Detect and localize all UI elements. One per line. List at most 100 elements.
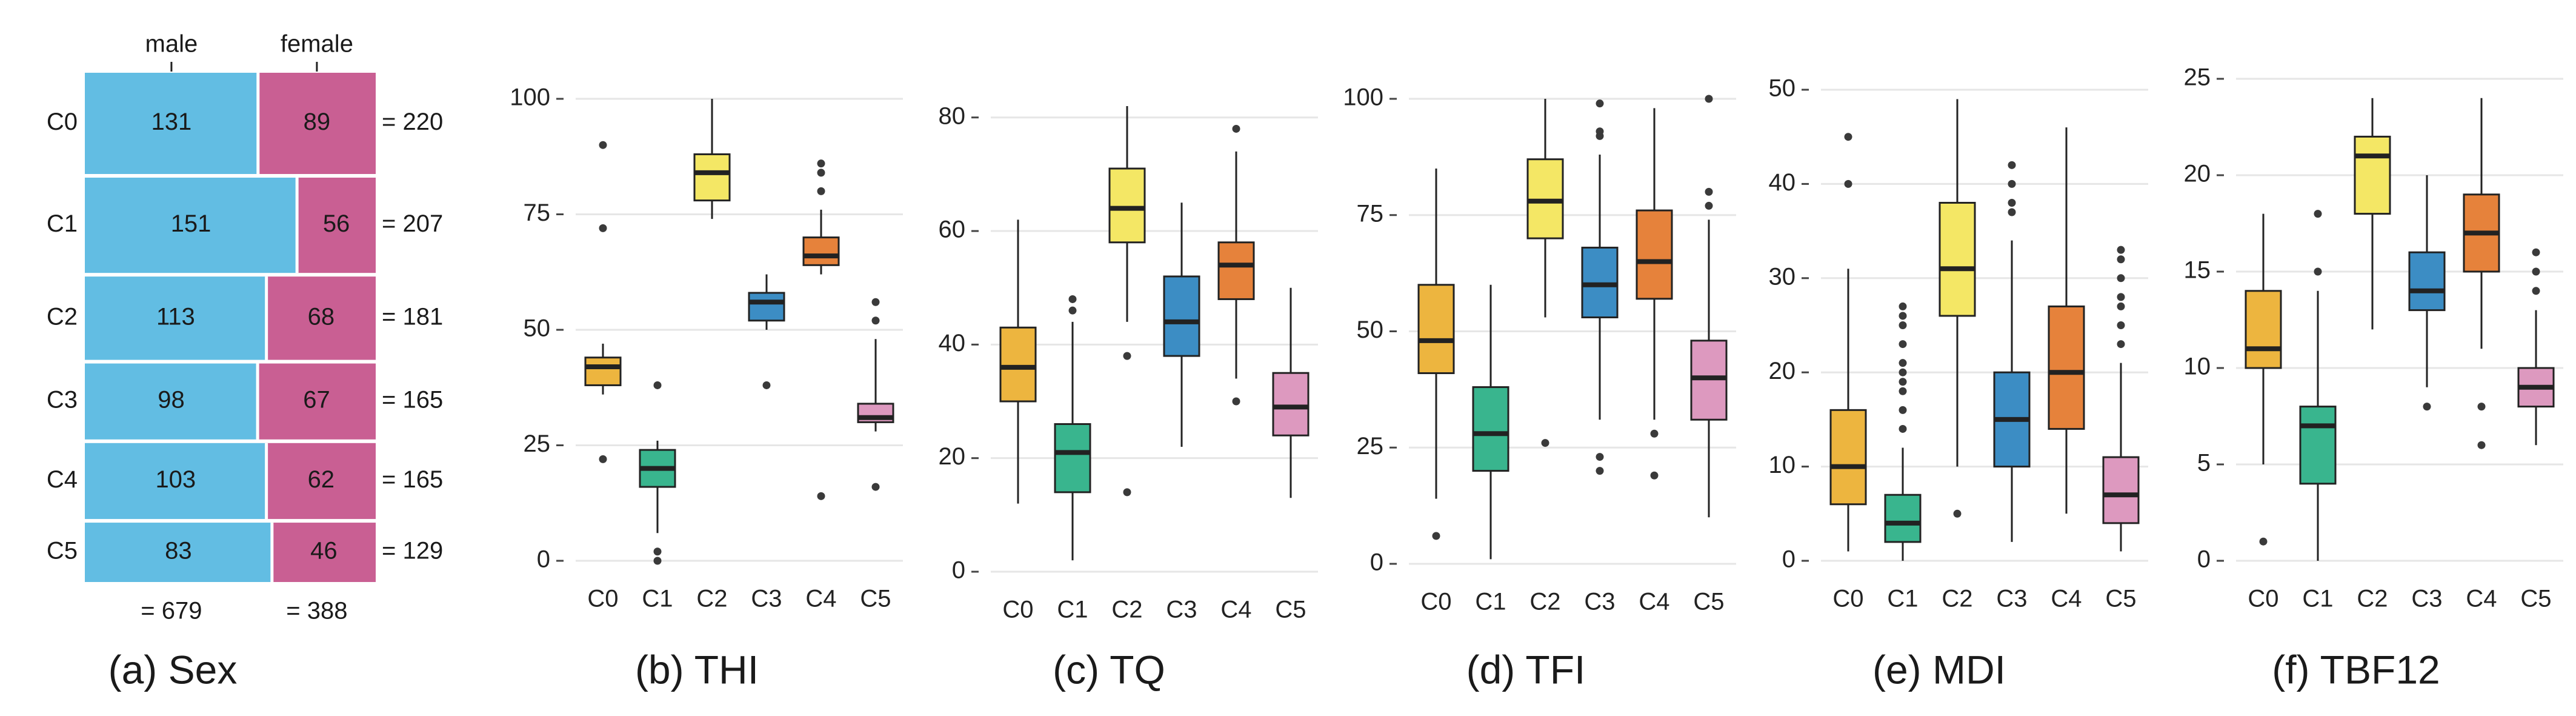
box-iqr [2102,456,2140,524]
y-tick-label: 60 [939,216,966,243]
outlier-point [1953,509,1962,518]
outlier-point [1541,439,1549,447]
x-tick-label: C4 [805,586,836,612]
mosaic-column-label: male [145,31,198,58]
box-c3 [1581,99,1619,475]
box-iqr [2408,251,2446,312]
box-iqr [999,326,1037,403]
panel-caption: (f) TBF12 [2272,647,2440,692]
mosaic-value-female: 62 [308,466,335,493]
mosaic-row-label: C2 [47,303,78,330]
outlier-point [2008,179,2016,188]
outlier-point [653,547,662,556]
outlier-point [2117,255,2125,264]
outlier-point [2259,537,2268,546]
mosaic-row-label: C0 [47,109,78,135]
outlier-point [1899,312,1907,320]
mosaic-row-label: C4 [47,466,78,493]
outlier-point [2314,267,2322,276]
box-c2 [2354,98,2391,330]
y-tick-label: 40 [939,330,966,356]
outlier-point [817,187,825,195]
panel-caption: (d) TFI [1466,647,1586,692]
mosaic-cell-male [85,523,272,582]
x-tick-label: C3 [1996,586,2027,612]
outlier-point [2008,208,2016,216]
mosaic-row-total: = 207 [382,210,443,237]
box-iqr [1054,423,1091,494]
box-iqr [1108,167,1146,244]
y-tick-label: 20 [2184,161,2211,187]
outlier-point [1899,378,1907,386]
outlier-point [653,381,662,389]
outlier-point [1899,406,1907,414]
outlier-point [2477,441,2486,449]
y-tick-label: 50 [1357,316,1384,343]
box-c5 [2102,246,2140,552]
x-tick-label: C2 [1942,586,1972,612]
mosaic-row-total: = 165 [382,387,443,413]
mosaic-column-total: = 388 [286,598,347,624]
x-tick-label: C4 [1220,597,1251,623]
outlier-point [1844,133,1852,141]
x-tick-label: C0 [1420,589,1451,615]
outlier-point [2532,287,2540,295]
outlier-point [1596,467,1604,475]
outlier-point [871,298,880,306]
box-iqr [2245,290,2282,369]
mosaic-value-male: 113 [156,303,195,330]
outlier-point [599,455,607,463]
mosaic-value-male: 131 [151,109,192,135]
box-c0 [999,219,1037,504]
mosaic-value-female: 67 [303,387,330,413]
box-iqr [2354,135,2391,215]
box-c5 [2517,248,2555,446]
x-tick-label: C1 [1057,597,1088,623]
box-c5 [1690,95,1728,518]
outlier-point [2532,248,2540,256]
outlier-point [1596,127,1604,136]
x-tick-label: C5 [2105,586,2136,612]
mosaic-cell-female [266,443,376,520]
outlier-point [2314,210,2322,218]
y-tick-label: 100 [510,84,550,111]
x-tick-label: C0 [2248,586,2278,612]
outlier-point [1232,397,1240,406]
y-tick-label: 75 [1357,200,1384,227]
x-tick-label: C3 [751,586,782,612]
x-tick-label: C5 [1693,589,1724,615]
box-iqr [2048,305,2085,430]
outlier-point [599,224,607,232]
outlier-point [1596,453,1604,461]
outlier-point [1123,488,1131,497]
outlier-point [1068,295,1077,303]
outlier-point [2423,403,2431,411]
y-tick-label: 20 [1769,358,1796,384]
box-c1 [639,381,676,565]
mosaic-row-total: = 165 [382,466,443,493]
mosaic-cell-female [258,363,376,440]
x-tick-label: C3 [2411,586,2442,612]
box-c2 [1108,106,1146,497]
outlier-point [817,169,825,177]
y-tick-label: 80 [939,102,966,129]
outlier-point [1899,387,1907,395]
mosaic-cell-female [258,73,376,175]
x-tick-label: C1 [1475,589,1506,615]
box-iqr [1272,372,1310,437]
y-tick-label: 50 [1769,75,1796,102]
box-c3 [1163,202,1200,447]
outlier-point [599,141,607,149]
box-c2 [693,99,731,219]
outlier-point [653,557,662,565]
mosaic-chart: 131 89 C0 = 220 151 56 C1 = 207 113 68 C2 = 181 98 67… [47,31,443,692]
x-tick-label: C1 [2302,586,2333,612]
mosaic-cell-male [85,178,298,273]
boxplot-panel: 0 5 10 15 20 25 C0 C1 C2 C3 C4 C5 (f) TBF12 [2184,64,2563,692]
mosaic-value-female: 56 [323,210,350,237]
mosaic-row-label: C3 [47,387,78,413]
outlier-point [2117,246,2125,254]
box-iqr [693,153,731,202]
box-c5 [1272,287,1310,498]
